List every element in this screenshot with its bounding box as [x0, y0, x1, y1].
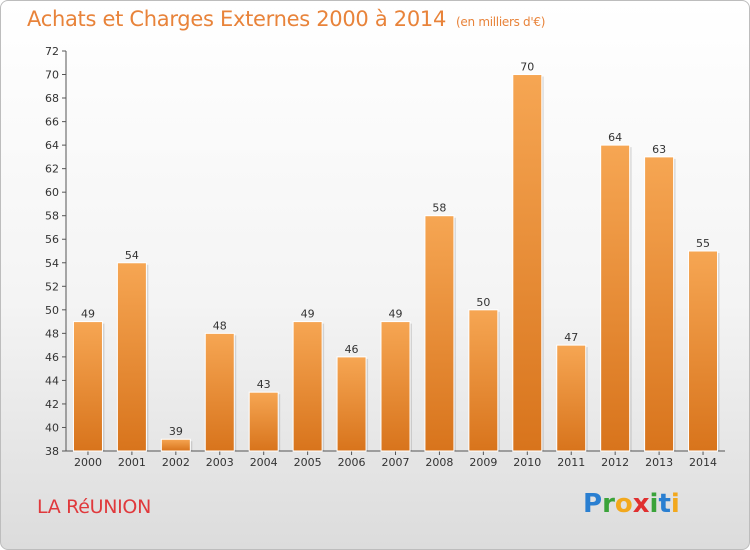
y-tick-label: 70 [45, 69, 59, 82]
data-label: 55 [696, 237, 710, 250]
y-tick-label: 54 [45, 257, 59, 270]
data-label: 39 [169, 425, 183, 438]
x-tick-label: 2014 [689, 456, 717, 469]
bar-2003 [204, 332, 235, 452]
y-tick-label: 52 [45, 280, 59, 293]
y-tick-label: 50 [45, 304, 59, 317]
x-tick-label: 2003 [206, 456, 234, 469]
data-label: 64 [608, 131, 622, 144]
x-tick-label: 2011 [557, 456, 585, 469]
bar-2000 [72, 321, 103, 452]
bar-2002 [160, 438, 191, 452]
x-tick-label: 2012 [601, 456, 629, 469]
y-tick-label: 44 [45, 374, 59, 387]
y-tick-label: 64 [45, 139, 59, 152]
y-tick-label: 46 [45, 351, 59, 364]
x-tick-label: 2002 [162, 456, 190, 469]
data-label: 58 [432, 202, 446, 215]
region-label: LA RéUNION [37, 496, 151, 518]
y-tick-label: 38 [45, 445, 59, 458]
bar-2008 [424, 215, 455, 452]
bar-2010 [512, 74, 543, 452]
bar-2014 [688, 250, 719, 452]
axes: 38 40 42 44 46 48 50 52 54 56 58 60 62 64 66 68 70 72 2000… [45, 45, 725, 469]
y-tick-label: 42 [45, 398, 59, 411]
y-tick-label: 60 [45, 186, 59, 199]
data-label: 50 [476, 296, 490, 309]
data-label: 48 [213, 319, 227, 332]
data-label: 46 [345, 343, 359, 356]
x-tick-label: 2007 [382, 456, 410, 469]
y-tick-label: 62 [45, 163, 59, 176]
data-label: 47 [564, 331, 578, 344]
bar-2005 [292, 321, 323, 452]
x-tick-label: 2010 [513, 456, 541, 469]
data-label: 49 [301, 308, 315, 321]
bar-2007 [380, 321, 411, 452]
x-tick-label: 2006 [338, 456, 366, 469]
x-tick-label: 2001 [118, 456, 146, 469]
y-tick-label: 72 [45, 45, 59, 58]
bar-2012 [600, 144, 631, 452]
data-label: 49 [81, 308, 95, 321]
bars [72, 74, 720, 452]
y-tick-label: 48 [45, 327, 59, 340]
chart-subtitle: (en milliers d'€) [456, 15, 546, 29]
x-tick-label: 2005 [294, 456, 322, 469]
chart-title-text: Achats et Charges Externes 2000 à 2014 [27, 7, 447, 31]
bar-2006 [336, 356, 367, 452]
x-tick-label: 2009 [469, 456, 497, 469]
data-label: 70 [520, 61, 534, 74]
x-tick-label: 2008 [425, 456, 453, 469]
bar-2011 [556, 344, 587, 452]
data-label: 49 [389, 308, 403, 321]
y-tick-label: 40 [45, 421, 59, 434]
x-tick-label: 2013 [645, 456, 673, 469]
y-tick-label: 68 [45, 92, 59, 105]
bar-2004 [248, 391, 279, 452]
x-tick-label: 2004 [250, 456, 278, 469]
y-tick-label: 58 [45, 210, 59, 223]
x-tick-label: 2000 [74, 456, 102, 469]
data-labels: 49 54 39 48 43 49 46 49 58 50 70 47 64 63 55 [81, 61, 710, 439]
data-label: 63 [652, 143, 666, 156]
data-label: 43 [257, 378, 271, 391]
data-label: 54 [125, 249, 139, 262]
y-tick-label: 56 [45, 233, 59, 246]
bar-2013 [644, 156, 675, 452]
bar-2009 [468, 309, 499, 452]
y-tick-label: 66 [45, 116, 59, 129]
chart-title: Achats et Charges Externes 2000 à 2014 (e… [27, 7, 545, 31]
bar-2001 [116, 262, 147, 452]
proxiti-logo: Proxiti [583, 489, 680, 519]
